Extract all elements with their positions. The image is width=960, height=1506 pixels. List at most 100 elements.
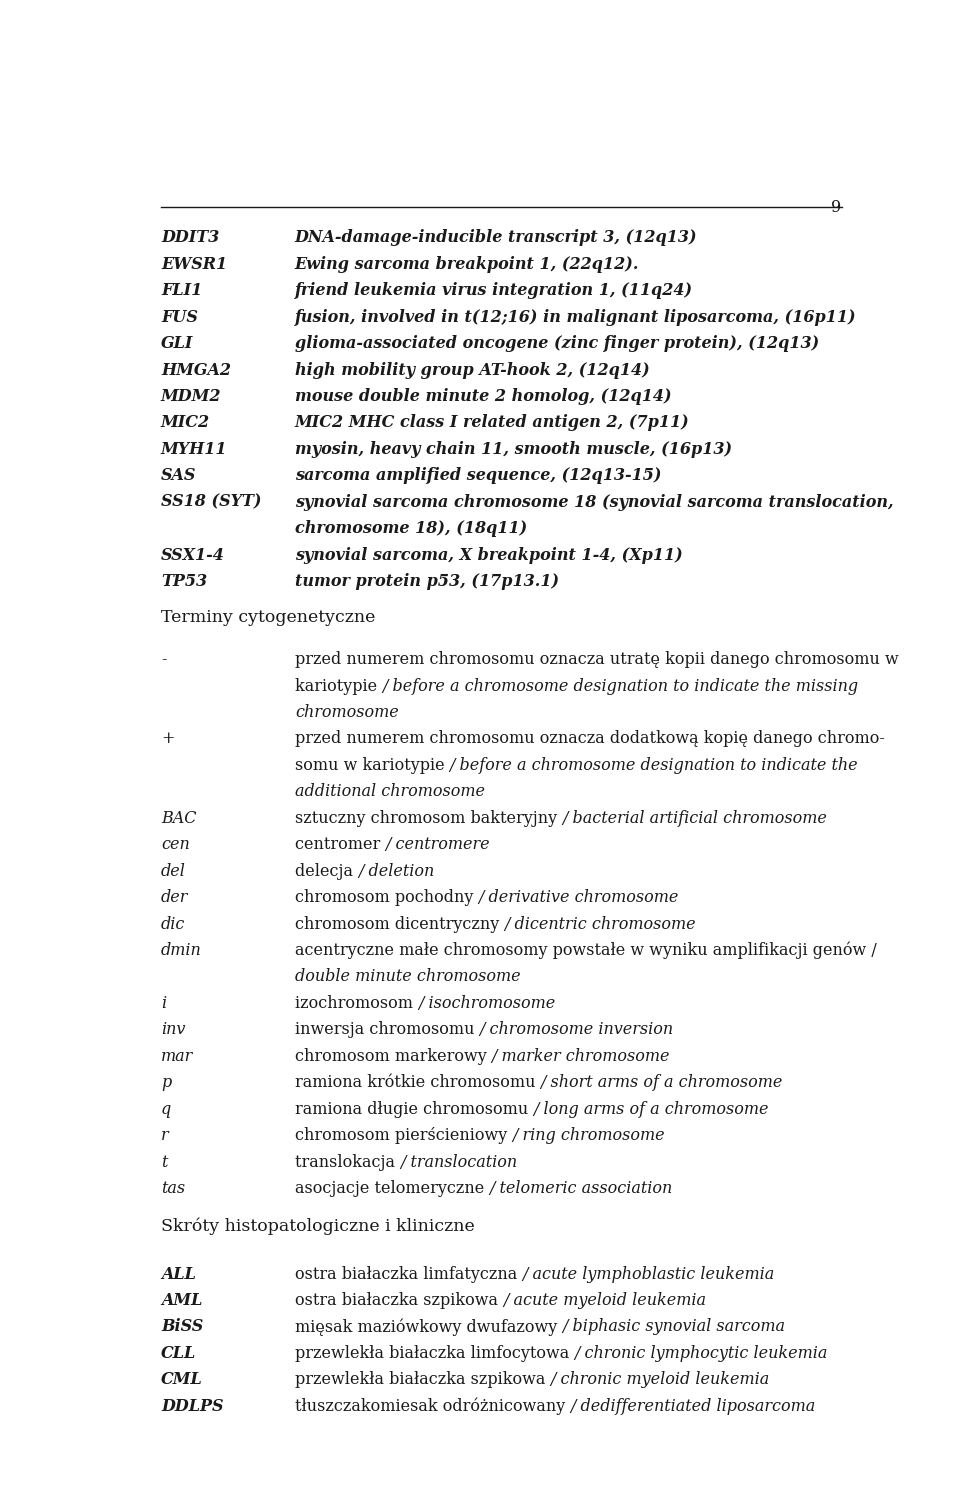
- Text: ramiona krótkie chromosomu: ramiona krótkie chromosomu: [295, 1074, 540, 1092]
- Text: / derivative chromosome: / derivative chromosome: [478, 889, 679, 907]
- Text: acentryczne małe chromosomy powstałe w wyniku amplifikacji genów /: acentryczne małe chromosomy powstałe w w…: [295, 941, 876, 959]
- Text: chromosome: chromosome: [295, 703, 398, 721]
- Text: DDLPS: DDLPS: [161, 1398, 224, 1414]
- Text: CML: CML: [161, 1372, 203, 1389]
- Text: q: q: [161, 1101, 171, 1117]
- Text: i: i: [161, 995, 166, 1012]
- Text: p: p: [161, 1074, 171, 1092]
- Text: friend leukemia virus integration 1, (11q24): friend leukemia virus integration 1, (11…: [295, 282, 693, 300]
- Text: / chromosome inversion: / chromosome inversion: [479, 1021, 674, 1038]
- Text: mar: mar: [161, 1048, 193, 1065]
- Text: centromer: centromer: [295, 836, 385, 854]
- Text: ostra białaczka limfatyczna: ostra białaczka limfatyczna: [295, 1265, 522, 1283]
- Text: / dedifferentiated liposarcoma: / dedifferentiated liposarcoma: [570, 1398, 815, 1414]
- Text: mięsak maziówkowy dwufazowy: mięsak maziówkowy dwufazowy: [295, 1318, 563, 1336]
- Text: additional chromosome: additional chromosome: [295, 783, 485, 800]
- Text: / centromere: / centromere: [385, 836, 490, 854]
- Text: tumor protein p53, (17p13.1): tumor protein p53, (17p13.1): [295, 574, 559, 590]
- Text: MDM2: MDM2: [161, 389, 222, 405]
- Text: delecja: delecja: [295, 863, 358, 880]
- Text: chromosome 18), (18q11): chromosome 18), (18q11): [295, 520, 527, 538]
- Text: asocjacje telomeryczne: asocjacje telomeryczne: [295, 1179, 490, 1197]
- Text: FUS: FUS: [161, 309, 198, 325]
- Text: +: +: [161, 730, 175, 747]
- Text: / acute lymphoblastic leukemia: / acute lymphoblastic leukemia: [522, 1265, 775, 1283]
- Text: -: -: [161, 651, 166, 669]
- Text: / chronic lymphocytic leukemia: / chronic lymphocytic leukemia: [574, 1345, 828, 1361]
- Text: mouse double minute 2 homolog, (12q14): mouse double minute 2 homolog, (12q14): [295, 389, 671, 405]
- Text: GLI: GLI: [161, 336, 193, 352]
- Text: CLL: CLL: [161, 1345, 196, 1361]
- Text: / ring chromosome: / ring chromosome: [513, 1126, 665, 1145]
- Text: / before a chromosome designation to indicate the missing: / before a chromosome designation to ind…: [382, 678, 858, 694]
- Text: chromosom dicentryczny: chromosom dicentryczny: [295, 916, 504, 932]
- Text: przewlekła białaczka limfocytowa: przewlekła białaczka limfocytowa: [295, 1345, 574, 1361]
- Text: DNA-damage-inducible transcript 3, (12q13): DNA-damage-inducible transcript 3, (12q1…: [295, 229, 698, 247]
- Text: dmin: dmin: [161, 941, 202, 959]
- Text: FLI1: FLI1: [161, 282, 203, 300]
- Text: cen: cen: [161, 836, 190, 854]
- Text: MIC2: MIC2: [161, 414, 210, 432]
- Text: r: r: [161, 1126, 169, 1145]
- Text: double minute chromosome: double minute chromosome: [295, 968, 520, 985]
- Text: / acute myeloid leukemia: / acute myeloid leukemia: [503, 1292, 706, 1309]
- Text: chromosom markerowy: chromosom markerowy: [295, 1048, 492, 1065]
- Text: TP53: TP53: [161, 574, 207, 590]
- Text: HMGA2: HMGA2: [161, 361, 231, 378]
- Text: przed numerem chromosomu oznacza dodatkową kopię danego chromo-: przed numerem chromosomu oznacza dodatko…: [295, 730, 885, 747]
- Text: 9: 9: [831, 199, 842, 217]
- Text: synovial sarcoma, X breakpoint 1-4, (Xp11): synovial sarcoma, X breakpoint 1-4, (Xp1…: [295, 547, 683, 563]
- Text: MIC2 MHC class I related antigen 2, (7p11): MIC2 MHC class I related antigen 2, (7p1…: [295, 414, 689, 432]
- Text: ostra białaczka szpikowa: ostra białaczka szpikowa: [295, 1292, 503, 1309]
- Text: inv: inv: [161, 1021, 185, 1038]
- Text: inwersja chromosomu: inwersja chromosomu: [295, 1021, 479, 1038]
- Text: / deletion: / deletion: [358, 863, 434, 880]
- Text: EWSR1: EWSR1: [161, 256, 228, 273]
- Text: MYH11: MYH11: [161, 441, 228, 458]
- Text: / translocation: / translocation: [400, 1154, 517, 1170]
- Text: der: der: [161, 889, 188, 907]
- Text: przed numerem chromosomu oznacza utratę kopii danego chromosomu w: przed numerem chromosomu oznacza utratę …: [295, 651, 899, 669]
- Text: SAS: SAS: [161, 467, 196, 485]
- Text: AML: AML: [161, 1292, 203, 1309]
- Text: dic: dic: [161, 916, 185, 932]
- Text: sarcoma amplified sequence, (12q13-15): sarcoma amplified sequence, (12q13-15): [295, 467, 661, 485]
- Text: / isochromosome: / isochromosome: [418, 995, 555, 1012]
- Text: t: t: [161, 1154, 167, 1170]
- Text: przewlekła białaczka szpikowa: przewlekła białaczka szpikowa: [295, 1372, 550, 1389]
- Text: tłuszczakomiesak odróżnicowany: tłuszczakomiesak odróżnicowany: [295, 1398, 570, 1416]
- Text: Skróty histopatologiczne i kliniczne: Skróty histopatologiczne i kliniczne: [161, 1218, 474, 1235]
- Text: ramiona długie chromosomu: ramiona długie chromosomu: [295, 1101, 533, 1117]
- Text: SS18 (SYT): SS18 (SYT): [161, 494, 261, 511]
- Text: SSX1-4: SSX1-4: [161, 547, 225, 563]
- Text: DDIT3: DDIT3: [161, 229, 219, 247]
- Text: BAC: BAC: [161, 810, 197, 827]
- Text: translokacja: translokacja: [295, 1154, 400, 1170]
- Text: / long arms of a chromosome: / long arms of a chromosome: [533, 1101, 769, 1117]
- Text: / marker chromosome: / marker chromosome: [492, 1048, 670, 1065]
- Text: somu w kariotypie: somu w kariotypie: [295, 758, 449, 774]
- Text: del: del: [161, 863, 186, 880]
- Text: kariotypie: kariotypie: [295, 678, 382, 694]
- Text: Terminy cytogenetyczne: Terminy cytogenetyczne: [161, 608, 375, 626]
- Text: / chronic myeloid leukemia: / chronic myeloid leukemia: [550, 1372, 770, 1389]
- Text: Ewing sarcoma breakpoint 1, (22q12).: Ewing sarcoma breakpoint 1, (22q12).: [295, 256, 639, 273]
- Text: chromosom pierścieniowy: chromosom pierścieniowy: [295, 1126, 513, 1145]
- Text: / dicentric chromosome: / dicentric chromosome: [504, 916, 696, 932]
- Text: glioma-associated oncogene (zinc finger protein), (12q13): glioma-associated oncogene (zinc finger …: [295, 336, 819, 352]
- Text: ALL: ALL: [161, 1265, 196, 1283]
- Text: tas: tas: [161, 1179, 185, 1197]
- Text: BiSS: BiSS: [161, 1318, 204, 1336]
- Text: / biphasic synovial sarcoma: / biphasic synovial sarcoma: [563, 1318, 785, 1336]
- Text: / bacterial artificial chromosome: / bacterial artificial chromosome: [563, 810, 827, 827]
- Text: sztuczny chromosom bakteryjny: sztuczny chromosom bakteryjny: [295, 810, 563, 827]
- Text: / short arms of a chromosome: / short arms of a chromosome: [540, 1074, 782, 1092]
- Text: synovial sarcoma chromosome 18 (synovial sarcoma translocation,: synovial sarcoma chromosome 18 (synovial…: [295, 494, 894, 511]
- Text: myosin, heavy chain 11, smooth muscle, (16p13): myosin, heavy chain 11, smooth muscle, (…: [295, 441, 732, 458]
- Text: chromosom pochodny: chromosom pochodny: [295, 889, 478, 907]
- Text: fusion, involved in t(12;16) in malignant liposarcoma, (16p11): fusion, involved in t(12;16) in malignan…: [295, 309, 856, 325]
- Text: high mobility group AT-hook 2, (12q14): high mobility group AT-hook 2, (12q14): [295, 361, 650, 378]
- Text: / before a chromosome designation to indicate the: / before a chromosome designation to ind…: [449, 758, 858, 774]
- Text: izochromosom: izochromosom: [295, 995, 418, 1012]
- Text: / telomeric association: / telomeric association: [490, 1179, 672, 1197]
